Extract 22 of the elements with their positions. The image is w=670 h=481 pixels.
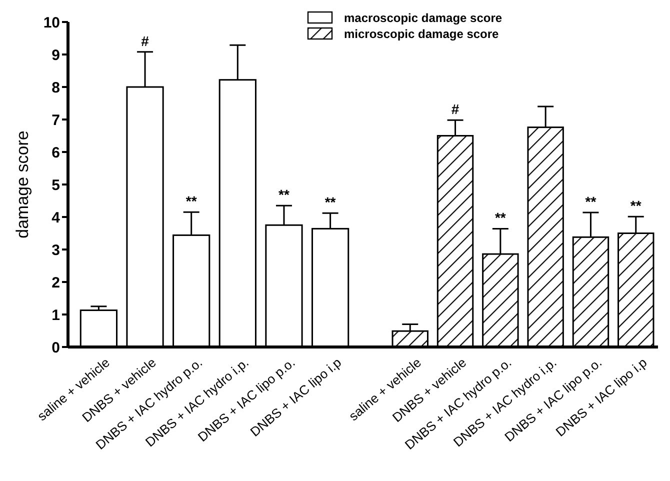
y-tick-label: 3 <box>52 242 60 259</box>
annotation: ** <box>494 210 506 226</box>
legend-label: microscopic damage score <box>344 27 500 42</box>
annotation: ** <box>186 193 198 210</box>
y-tick-label: 7 <box>52 112 60 129</box>
y-tick-label: 6 <box>52 144 60 162</box>
y-tick-label: 8 <box>52 79 60 96</box>
annotation: # <box>141 32 150 49</box>
annotation: ** <box>630 198 642 214</box>
annotation: # <box>451 101 460 118</box>
y-tick-label: 1 <box>52 306 60 324</box>
y-tick-label: 5 <box>52 176 60 194</box>
legend-label: macroscopic damage score <box>344 11 502 26</box>
y-tick-label: 10 <box>43 14 60 32</box>
y-tick-label: 0 <box>52 339 60 356</box>
annotation: ** <box>324 194 336 210</box>
y-axis-title: damage score <box>13 130 32 238</box>
y-tick-label: 2 <box>52 274 60 292</box>
y-tick-label: 4 <box>52 209 61 226</box>
annotation: ** <box>585 193 597 210</box>
y-tick-label: 9 <box>52 46 60 64</box>
annotation: ** <box>278 186 290 203</box>
